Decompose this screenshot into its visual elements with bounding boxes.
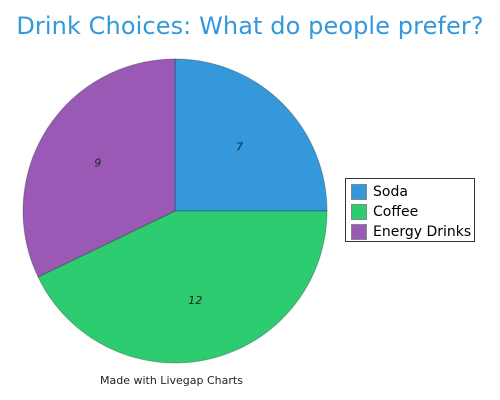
legend-label-soda: Soda	[373, 184, 408, 200]
chart-title: Drink Choices: What do people prefer?	[16, 12, 484, 40]
data-label-energy-drinks: 9	[94, 156, 101, 169]
data-label-soda: 7	[236, 141, 243, 154]
chart-legend: Soda Coffee Energy Drinks	[345, 178, 475, 242]
legend-swatch-coffee	[351, 204, 367, 220]
pie-slices	[22, 58, 328, 364]
legend-label-energy-drinks: Energy Drinks	[373, 224, 472, 240]
legend-swatch-soda	[351, 184, 367, 200]
legend-item-coffee[interactable]: Coffee	[351, 202, 474, 222]
data-label-coffee: 12	[188, 294, 202, 307]
legend-swatch-energy-drinks	[351, 224, 367, 240]
pie-slice-soda[interactable]	[174, 58, 328, 212]
legend-label-coffee: Coffee	[373, 204, 419, 220]
legend-item-energy-drinks[interactable]: Energy Drinks	[351, 222, 474, 242]
pie-slice-energy-drinks[interactable]	[22, 58, 176, 278]
pie-data-labels: 7 12 9	[94, 141, 243, 307]
pie-slice-coffee[interactable]	[37, 210, 328, 364]
footer-credit: Made with Livegap Charts	[100, 374, 243, 387]
legend-item-soda[interactable]: Soda	[351, 182, 474, 202]
